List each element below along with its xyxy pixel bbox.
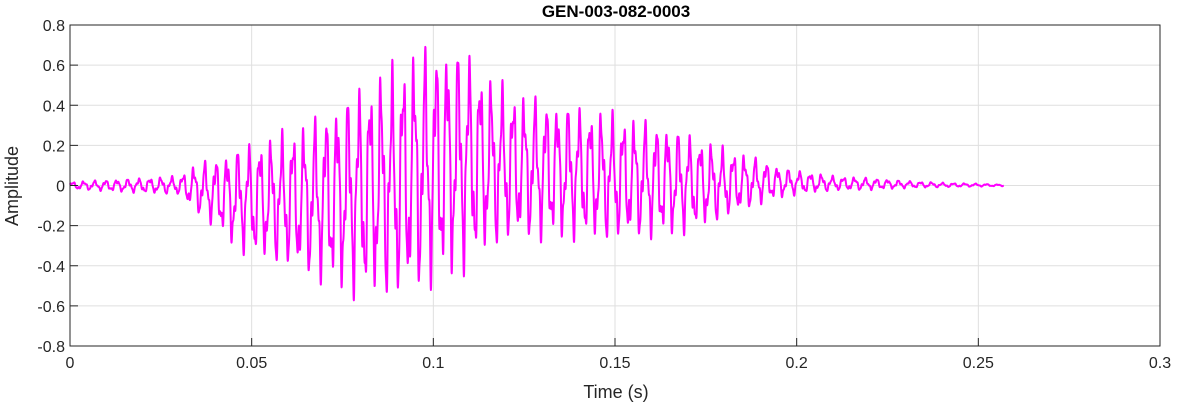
chart-title: GEN-003-082-0003 xyxy=(542,2,690,21)
y-tick-label: -0.6 xyxy=(37,299,65,316)
y-axis-label: Amplitude xyxy=(2,146,22,226)
x-tick-label: 0.2 xyxy=(786,355,808,372)
y-tick-label: 0.8 xyxy=(43,18,65,35)
x-tick-label: 0.05 xyxy=(236,355,267,372)
y-tick-label: -0.8 xyxy=(37,339,65,356)
x-axis-label: Time (s) xyxy=(583,382,648,402)
x-tick-label: 0.15 xyxy=(599,355,630,372)
y-tick-label: 0.4 xyxy=(43,98,65,115)
y-tick-label: 0.2 xyxy=(43,138,65,155)
x-tick-label: 0 xyxy=(66,355,75,372)
x-tick-label: 0.1 xyxy=(422,355,444,372)
y-tick-label: 0.6 xyxy=(43,58,65,75)
y-tick-label: 0 xyxy=(56,179,65,196)
y-tick-label: -0.2 xyxy=(37,219,65,236)
y-tick-label: -0.4 xyxy=(37,259,65,276)
x-tick-label: 0.3 xyxy=(1149,355,1171,372)
plot-area xyxy=(69,45,1005,302)
amplitude-series-line xyxy=(69,45,1005,302)
ticks: 0 0.05 0.1 0.15 0.2 0.25 0.3 -0.8 -0.6 -0.4 -0.2 0 0… xyxy=(37,18,1171,372)
x-tick-label: 0.25 xyxy=(963,355,994,372)
